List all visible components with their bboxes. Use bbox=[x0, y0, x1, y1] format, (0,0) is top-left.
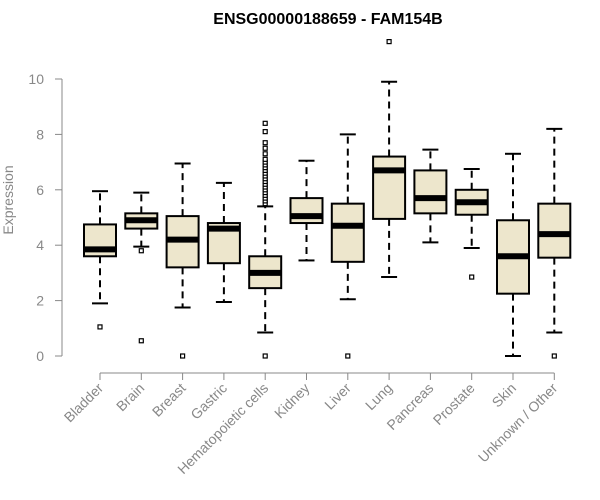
outlier-point bbox=[262, 140, 268, 146]
box-breast bbox=[165, 162, 200, 359]
outlier-point bbox=[469, 274, 475, 280]
iqr-box bbox=[372, 155, 407, 220]
box-hematopoietic-cells bbox=[248, 120, 283, 359]
y-tick-label: 8 bbox=[36, 126, 44, 142]
box-unknown-other bbox=[537, 127, 572, 359]
x-tick-label: Skin bbox=[489, 380, 520, 411]
x-tick-label: Kidney bbox=[271, 380, 313, 422]
y-tick-label: 10 bbox=[28, 71, 44, 87]
outlier-point bbox=[345, 353, 351, 359]
outlier-point bbox=[180, 353, 186, 359]
x-tick-label: Liver bbox=[321, 380, 354, 413]
outlier-point bbox=[138, 338, 144, 344]
outlier-point bbox=[262, 145, 268, 151]
box-pancreas bbox=[413, 148, 448, 244]
box-liver bbox=[330, 133, 365, 359]
outlier-point bbox=[97, 324, 103, 330]
iqr-box bbox=[289, 197, 324, 225]
outlier-point bbox=[138, 248, 144, 254]
iqr-box bbox=[537, 202, 572, 259]
iqr-box bbox=[413, 169, 448, 215]
iqr-box bbox=[330, 202, 365, 263]
x-tick-label: Bladder bbox=[61, 380, 107, 426]
y-axis-label: Expression bbox=[0, 165, 16, 234]
y-tick-label: 4 bbox=[36, 237, 44, 253]
y-tick-label: 0 bbox=[36, 348, 44, 364]
box-kidney bbox=[289, 159, 324, 262]
outlier-point bbox=[262, 129, 268, 135]
box-brain bbox=[124, 191, 159, 344]
y-tick-label: 6 bbox=[36, 182, 44, 198]
y-tick-label: 2 bbox=[36, 293, 44, 309]
box-lung bbox=[372, 39, 407, 279]
x-tick-label: Prostate bbox=[430, 380, 478, 428]
outlier-point bbox=[262, 151, 268, 157]
box-bladder bbox=[83, 190, 117, 330]
box-skin bbox=[496, 152, 530, 357]
outlier-point bbox=[262, 156, 268, 162]
x-tick-label: Brain bbox=[113, 380, 147, 414]
chart-title: ENSG00000188659 - FAM154B bbox=[213, 11, 442, 28]
x-tick-label: Lung bbox=[362, 380, 395, 413]
outlier-point bbox=[551, 353, 557, 359]
outlier-point bbox=[262, 353, 268, 359]
box-prostate bbox=[454, 168, 489, 280]
outlier-point bbox=[386, 39, 392, 45]
box-gastric bbox=[206, 181, 241, 303]
x-tick-label: Breast bbox=[149, 380, 189, 420]
y-axis: 0 2 4 6 8 10 bbox=[28, 71, 63, 364]
outlier-point bbox=[262, 120, 268, 126]
boxes-group bbox=[83, 39, 572, 359]
